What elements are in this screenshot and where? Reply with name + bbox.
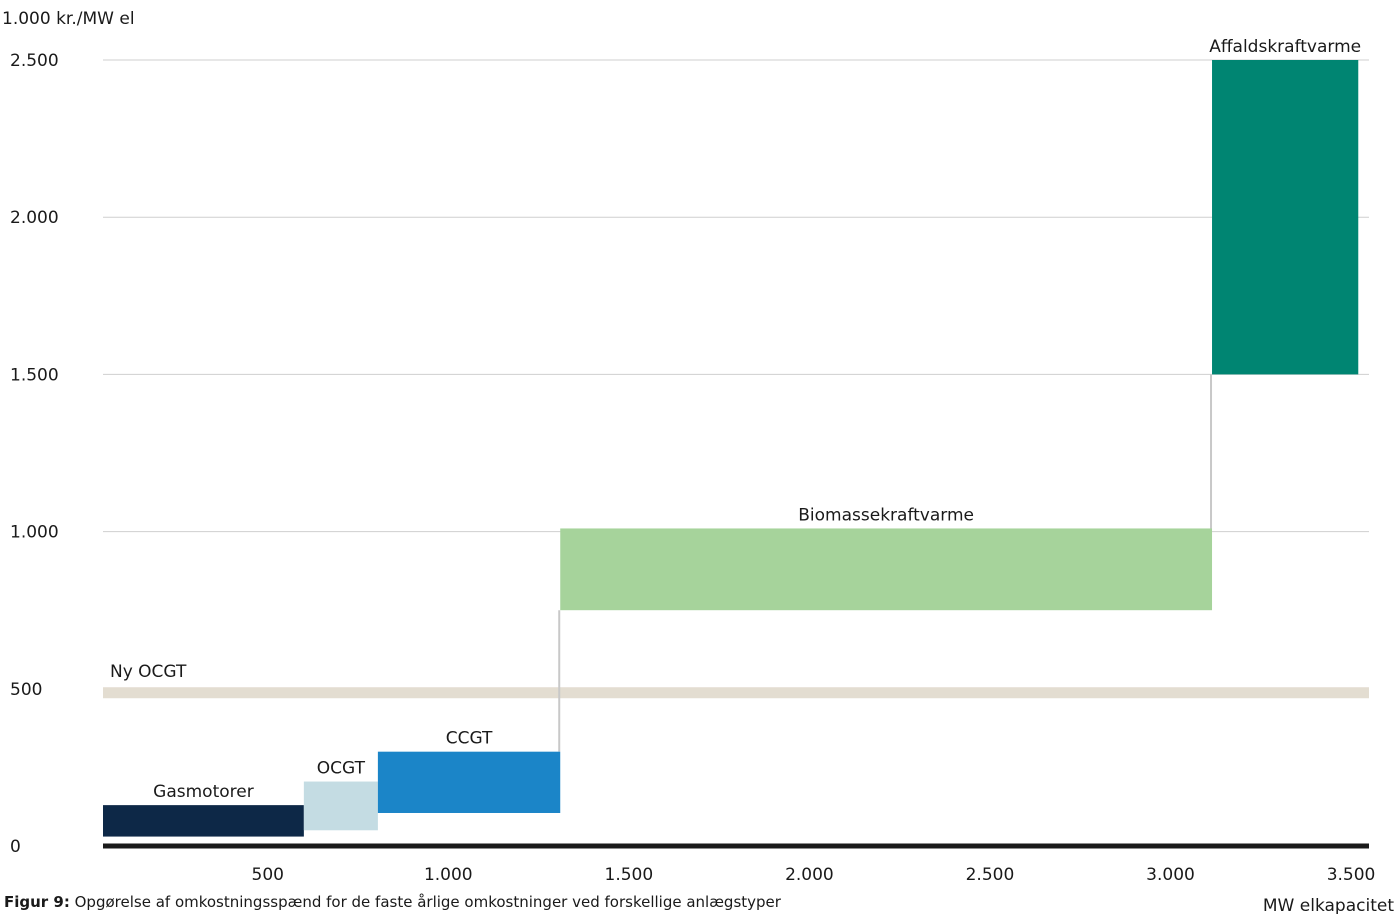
x-axis-unit-label: MW elkapacitet <box>1263 896 1394 914</box>
bar-affaldskraftvarme <box>1212 60 1359 375</box>
x-tick-label: 500 <box>252 865 284 885</box>
x-tick-label: 3.500 <box>1327 865 1376 885</box>
y-tick-label: 2.500 <box>10 51 59 71</box>
bar-ccgt <box>377 751 561 813</box>
reference-band-label: Ny OCGT <box>110 662 187 682</box>
y-tick-label: 0 <box>10 837 21 857</box>
y-tick-labels: 0 500 1.000 1.500 2.000 2.500 <box>10 51 59 857</box>
x-tick-label: 3.000 <box>1146 865 1195 885</box>
y-axis-unit-label: 1.000 kr./MW el <box>2 9 135 29</box>
bar-label-ocgt: OCGT <box>317 759 366 779</box>
reference-band-ny-ocgt <box>103 687 1369 699</box>
figure-caption-text: Opgørelse af omkostningsspænd for de fas… <box>69 893 781 911</box>
bar-gasmotorer <box>103 805 304 837</box>
bar-label-affaldskraftvarme: Affaldskraftvarme <box>1209 37 1361 57</box>
x-tick-labels: 500 1.000 1.500 2.000 2.500 3.000 3.500 <box>252 865 1376 885</box>
bar-label-biomassekraftvarme: Biomassekraftvarme <box>798 505 974 525</box>
bar-label-ccgt: CCGT <box>446 729 493 749</box>
x-tick-label: 1.000 <box>424 865 473 885</box>
y-tick-label: 1.500 <box>10 365 59 385</box>
bar-label-gasmotorer: Gasmotorer <box>153 782 254 802</box>
connectors <box>558 374 1213 752</box>
bars: Gasmotorer OCGT CCGT Biomassekraftvarme Affa… <box>103 37 1361 837</box>
bar-ocgt <box>303 781 378 831</box>
bar-biomassekraftvarme <box>560 528 1213 611</box>
y-tick-label: 2.000 <box>10 208 59 228</box>
y-tick-label: 1.000 <box>10 523 59 543</box>
reference-band-layer: Ny OCGT <box>103 662 1369 699</box>
figure-caption-prefix: Figur 9: <box>4 893 70 911</box>
x-tick-label: 2.500 <box>966 865 1015 885</box>
figure-caption: Figur 9: Opgørelse af omkostningsspænd f… <box>4 893 781 911</box>
x-tick-label: 2.000 <box>785 865 834 885</box>
x-tick-label: 1.500 <box>605 865 654 885</box>
y-tick-label: 500 <box>10 680 42 700</box>
